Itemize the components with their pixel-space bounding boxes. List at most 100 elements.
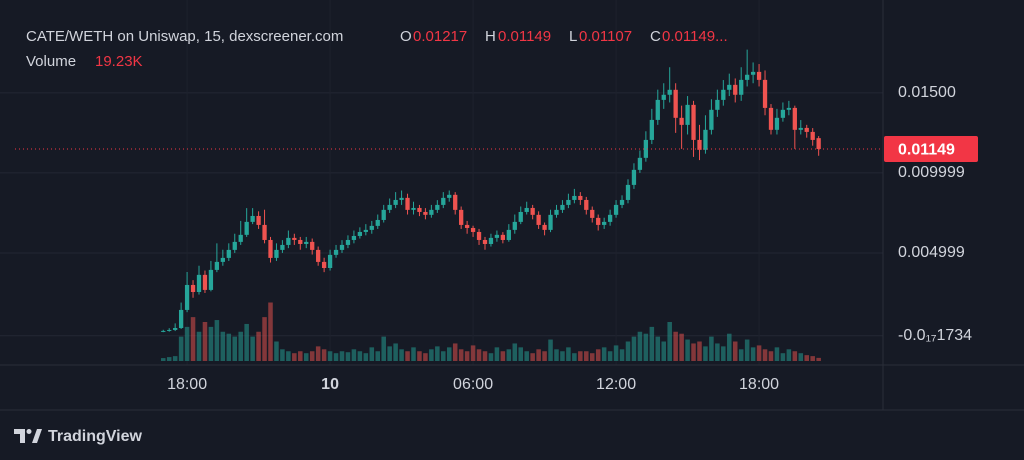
volume-bar (536, 349, 541, 361)
candle-body (357, 231, 363, 236)
volume-bar (732, 341, 738, 361)
volume-bar (691, 343, 696, 361)
volume-bar (190, 317, 196, 361)
candle-body (286, 237, 291, 245)
candle-body (548, 214, 553, 230)
volume-bar (315, 346, 321, 361)
volume-bar (673, 331, 678, 361)
volume-bar (464, 351, 470, 361)
volume-bar (375, 351, 381, 361)
volume-bar (524, 351, 529, 361)
volume-bar (488, 353, 494, 361)
candle-body (500, 234, 506, 240)
ohlc-value: 0.01217 (413, 28, 467, 45)
volume-bar (595, 349, 601, 361)
volume-bar (202, 322, 208, 361)
candle-body (435, 204, 440, 210)
volume-bar (715, 343, 720, 361)
candle-body (649, 119, 654, 140)
logo-mark (32, 429, 42, 443)
volume-bar (333, 353, 339, 361)
volume-bar (470, 345, 476, 361)
candle-body (429, 209, 434, 215)
volume-bar (280, 349, 285, 361)
volume-bar (685, 339, 690, 361)
volume-bar (309, 351, 315, 361)
volume-bar (655, 336, 661, 361)
candle-body (625, 184, 631, 200)
volume-bar (399, 349, 404, 361)
candle-body (226, 249, 231, 258)
candle-body (339, 244, 345, 250)
candle-body (810, 131, 815, 140)
y-tick-label: -0.0₁₇1734 (898, 327, 972, 344)
volume-bar (512, 343, 518, 361)
volume-bar (780, 353, 786, 361)
ohlc-value: 0.01149 (498, 28, 551, 45)
candle-body (602, 221, 607, 225)
candle-body (196, 274, 202, 292)
candle-body (238, 234, 243, 242)
candle-body (316, 249, 321, 262)
volume-bar (494, 347, 500, 361)
y-tick-label: 0.009999 (898, 164, 965, 181)
volume-bar (256, 331, 261, 361)
candle-body (459, 209, 464, 225)
volume-bar (303, 353, 309, 361)
candle-body (679, 117, 684, 125)
candle-body (506, 229, 511, 240)
candle-body (590, 209, 595, 218)
candle-body (804, 127, 809, 132)
volume-bar (166, 357, 172, 361)
volume-bar (435, 346, 440, 361)
candle-body (244, 221, 249, 235)
volume-bar (429, 349, 434, 361)
ohlc-key: L (569, 28, 577, 45)
volume-bar (393, 343, 398, 361)
candle-body (661, 94, 666, 100)
volume-bar (196, 331, 202, 361)
volume-bar (727, 333, 732, 361)
candle-body (536, 214, 541, 225)
volume-bar (721, 346, 726, 361)
volume-bar (172, 356, 178, 361)
candle-body (268, 239, 273, 258)
candle-body (768, 107, 774, 130)
ohlc-key: C (650, 28, 661, 45)
ohlc-value: 0.01149... (662, 28, 728, 45)
volume-bar (572, 353, 577, 361)
volume-bar (637, 331, 643, 361)
candle-body (256, 215, 261, 225)
volume-label: Volume (26, 53, 76, 70)
volume-bar (530, 353, 535, 361)
candle-body (596, 217, 601, 225)
candle-body (304, 241, 309, 244)
volume-bar (697, 341, 702, 361)
candle-body (345, 239, 351, 245)
candle-body (584, 199, 589, 210)
volume-bar (774, 347, 780, 361)
volume-bar (762, 349, 768, 361)
x-tick-label: 18:00 (167, 376, 207, 393)
candle-body (310, 241, 315, 250)
last-price-label: 0.01149 (898, 141, 955, 158)
candle-body (375, 219, 380, 226)
volume-bar (601, 347, 607, 361)
candle-body (447, 194, 452, 198)
candle-body (262, 224, 267, 240)
candle-body (637, 157, 643, 170)
candle-body (673, 89, 678, 118)
candle-body (607, 214, 613, 222)
candle-body (184, 284, 190, 310)
candle-body (572, 195, 577, 200)
candle-body (655, 99, 660, 120)
volume-bar (566, 347, 571, 361)
volume-bar (584, 351, 589, 361)
candle-body (321, 261, 327, 268)
volume-bar (405, 351, 410, 361)
candle-body (631, 169, 637, 185)
volume-bar (679, 333, 684, 361)
volume-bar (423, 353, 428, 361)
